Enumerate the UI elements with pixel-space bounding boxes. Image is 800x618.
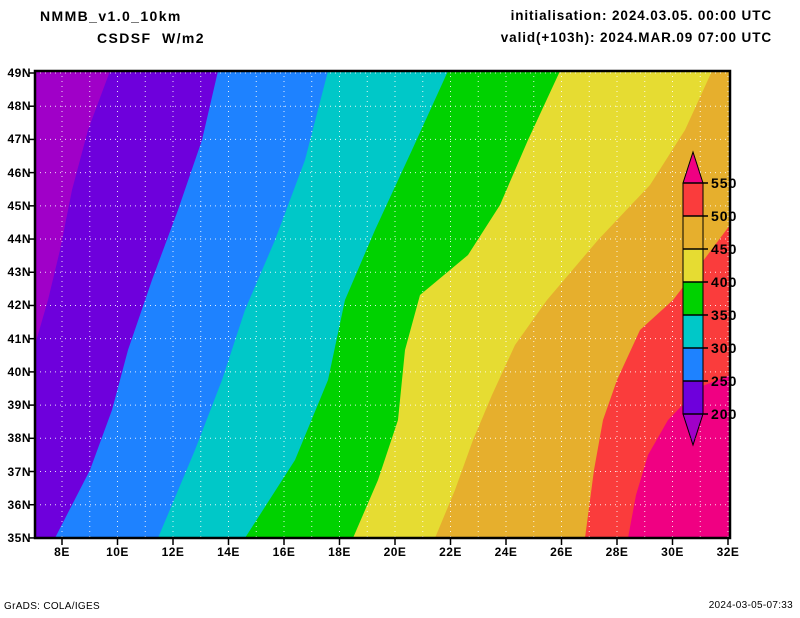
- colorbar-segment: [682, 314, 704, 349]
- colorbar-tick-label: 200: [711, 406, 738, 422]
- colorbar-tick-label: 400: [711, 274, 738, 290]
- lat-tick-label: 47N: [7, 132, 31, 147]
- lat-tick-label: 46N: [7, 165, 31, 180]
- lat-tick-label: 45N: [7, 198, 31, 213]
- lat-tick-label: 41N: [7, 331, 31, 346]
- lon-tick-label: 22E: [439, 545, 462, 559]
- lat-tick-label: 48N: [7, 99, 31, 114]
- init-time: initialisation: 2024.03.05. 00:00 UTC: [510, 8, 772, 23]
- render-timestamp: 2024-03-05-07:33: [708, 600, 793, 611]
- lat-tick-label: 42N: [7, 298, 31, 313]
- colorbar-tick-label: 300: [711, 340, 738, 356]
- lat-tick-label: 37N: [7, 464, 31, 479]
- map-frame: [33, 69, 732, 540]
- variable-title: CSDSF W/m2: [97, 30, 205, 46]
- lon-tick-label: 26E: [550, 545, 573, 559]
- colorbar-segment: [682, 215, 704, 250]
- lat-tick-label: 49N: [7, 66, 31, 80]
- colorbar-tick-label: 450: [711, 241, 738, 257]
- valid-time: valid(+103h): 2024.MAR.09 07:00 UTC: [500, 30, 772, 45]
- colorbar-tick-label: 550: [711, 175, 738, 191]
- colorbar-tick-label: 500: [711, 208, 738, 224]
- colorbar: [682, 150, 708, 447]
- lat-tick-label: 39N: [7, 398, 31, 413]
- lat-tick-label: 40N: [7, 364, 31, 379]
- lon-tick-label: 30E: [661, 545, 684, 559]
- colorbar-segment: [682, 380, 704, 415]
- grads-credit: GrADS: COLA/IGES: [4, 601, 100, 612]
- contour-bands: [35, 71, 730, 538]
- axis-ticks: [29, 72, 729, 545]
- colorbar-segment: [682, 347, 704, 382]
- colorbar-segment: [682, 182, 704, 217]
- lat-tick-label: 38N: [7, 431, 31, 446]
- model-title: NMMB_v1.0_10km: [40, 8, 182, 24]
- lon-tick-label: 18E: [328, 545, 351, 559]
- lon-tick-label: 24E: [494, 545, 518, 559]
- lat-tick-label: 36N: [7, 497, 31, 512]
- lon-tick-label: 32E: [716, 545, 740, 559]
- band-8: [628, 375, 730, 538]
- lat-tick-label: 43N: [7, 265, 31, 280]
- colorbar-segment: [682, 248, 704, 283]
- lon-tick-label: 16E: [272, 545, 296, 559]
- lat-tick-label: 35N: [7, 530, 31, 545]
- lon-tick-label: 20E: [383, 545, 407, 559]
- colorbar-tick-label: 350: [711, 307, 738, 323]
- lat-tick-label: 44N: [7, 232, 31, 247]
- lon-tick-label: 14E: [217, 545, 240, 559]
- lon-tick-label: 8E: [54, 545, 70, 559]
- lon-tick-label: 28E: [605, 545, 629, 559]
- colorbar-tick-label: 250: [711, 373, 738, 389]
- colorbar-segment: [682, 281, 704, 316]
- lon-tick-label: 10E: [106, 545, 129, 559]
- lon-tick-label: 12E: [161, 545, 185, 559]
